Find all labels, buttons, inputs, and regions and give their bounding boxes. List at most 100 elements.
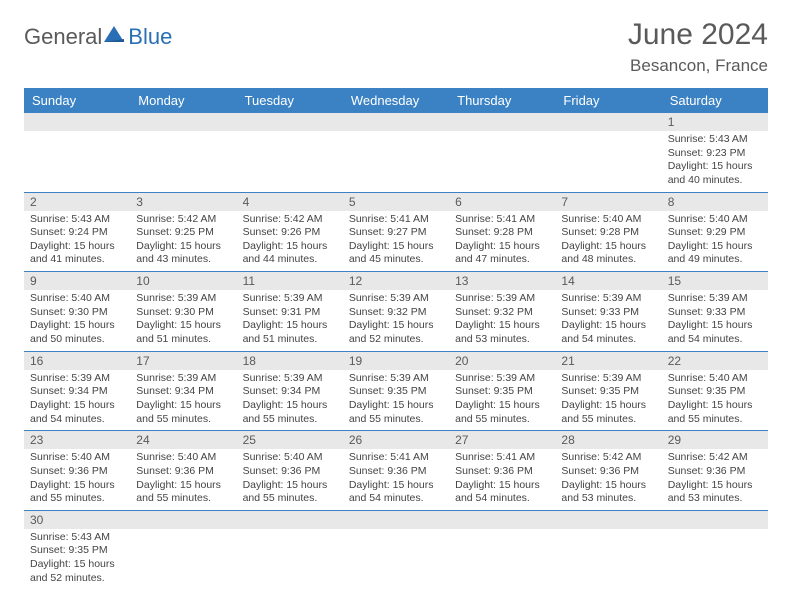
sunrise-line: Sunrise: 5:39 AM <box>561 292 655 306</box>
day-detail-cell: Sunrise: 5:40 AMSunset: 9:36 PMDaylight:… <box>237 449 343 510</box>
sunrise-line: Sunrise: 5:40 AM <box>668 372 762 386</box>
day-detail-cell: Sunrise: 5:40 AMSunset: 9:36 PMDaylight:… <box>24 449 130 510</box>
day-number-cell <box>449 113 555 131</box>
day-detail-cell <box>343 131 449 192</box>
sunset-line: Sunset: 9:36 PM <box>349 465 443 479</box>
sunrise-line: Sunrise: 5:41 AM <box>455 213 549 227</box>
day-detail-cell: Sunrise: 5:39 AMSunset: 9:35 PMDaylight:… <box>555 370 661 431</box>
daylight-line: Daylight: 15 hours and 53 minutes. <box>455 319 549 346</box>
sunset-line: Sunset: 9:35 PM <box>668 385 762 399</box>
sunrise-line: Sunrise: 5:41 AM <box>455 451 549 465</box>
sunrise-line: Sunrise: 5:40 AM <box>243 451 337 465</box>
daylight-line: Daylight: 15 hours and 54 minutes. <box>349 479 443 506</box>
day-number-cell: 28 <box>555 431 661 450</box>
daylight-line: Daylight: 15 hours and 51 minutes. <box>136 319 230 346</box>
day-detail-cell: Sunrise: 5:41 AMSunset: 9:28 PMDaylight:… <box>449 211 555 272</box>
day-number-cell <box>237 510 343 529</box>
sunset-line: Sunset: 9:32 PM <box>455 306 549 320</box>
detail-row: Sunrise: 5:40 AMSunset: 9:30 PMDaylight:… <box>24 290 768 351</box>
day-number-cell: 5 <box>343 192 449 211</box>
day-detail-cell: Sunrise: 5:43 AMSunset: 9:24 PMDaylight:… <box>24 211 130 272</box>
day-number-cell: 14 <box>555 272 661 291</box>
day-detail-cell: Sunrise: 5:39 AMSunset: 9:32 PMDaylight:… <box>449 290 555 351</box>
day-detail-cell: Sunrise: 5:43 AMSunset: 9:23 PMDaylight:… <box>662 131 768 192</box>
sunset-line: Sunset: 9:26 PM <box>243 226 337 240</box>
day-number-cell: 22 <box>662 351 768 370</box>
day-detail-cell <box>662 529 768 590</box>
day-detail-cell: Sunrise: 5:42 AMSunset: 9:26 PMDaylight:… <box>237 211 343 272</box>
day-detail-cell: Sunrise: 5:39 AMSunset: 9:35 PMDaylight:… <box>343 370 449 431</box>
daylight-line: Daylight: 15 hours and 44 minutes. <box>243 240 337 267</box>
sunset-line: Sunset: 9:35 PM <box>30 544 124 558</box>
daylight-line: Daylight: 15 hours and 51 minutes. <box>243 319 337 346</box>
sunrise-line: Sunrise: 5:41 AM <box>349 451 443 465</box>
sunset-line: Sunset: 9:36 PM <box>30 465 124 479</box>
daynum-row: 9101112131415 <box>24 272 768 291</box>
logo-text-general: General <box>24 24 102 50</box>
day-number-cell: 12 <box>343 272 449 291</box>
day-number-cell: 27 <box>449 431 555 450</box>
daylight-line: Daylight: 15 hours and 55 minutes. <box>243 479 337 506</box>
day-detail-cell <box>449 529 555 590</box>
day-number-cell <box>237 113 343 131</box>
daylight-line: Daylight: 15 hours and 52 minutes. <box>349 319 443 346</box>
day-number-cell: 7 <box>555 192 661 211</box>
day-number-cell: 15 <box>662 272 768 291</box>
day-detail-cell: Sunrise: 5:39 AMSunset: 9:33 PMDaylight:… <box>555 290 661 351</box>
day-detail-cell: Sunrise: 5:39 AMSunset: 9:34 PMDaylight:… <box>130 370 236 431</box>
daylight-line: Daylight: 15 hours and 53 minutes. <box>561 479 655 506</box>
sunrise-line: Sunrise: 5:42 AM <box>136 213 230 227</box>
day-number-cell: 6 <box>449 192 555 211</box>
sunset-line: Sunset: 9:36 PM <box>455 465 549 479</box>
day-number-cell: 19 <box>343 351 449 370</box>
day-number-cell: 13 <box>449 272 555 291</box>
day-number-cell <box>130 510 236 529</box>
sunrise-line: Sunrise: 5:42 AM <box>243 213 337 227</box>
sunset-line: Sunset: 9:35 PM <box>349 385 443 399</box>
detail-row: Sunrise: 5:43 AMSunset: 9:35 PMDaylight:… <box>24 529 768 590</box>
day-number-cell: 4 <box>237 192 343 211</box>
location-label: Besancon, France <box>628 56 768 76</box>
day-number-cell: 21 <box>555 351 661 370</box>
sunset-line: Sunset: 9:34 PM <box>30 385 124 399</box>
logo-text-blue: Blue <box>128 24 172 50</box>
sunset-line: Sunset: 9:33 PM <box>561 306 655 320</box>
sunrise-line: Sunrise: 5:43 AM <box>668 133 762 147</box>
day-detail-cell: Sunrise: 5:39 AMSunset: 9:34 PMDaylight:… <box>24 370 130 431</box>
sunset-line: Sunset: 9:32 PM <box>349 306 443 320</box>
day-number-cell <box>662 510 768 529</box>
day-number-cell <box>449 510 555 529</box>
sunrise-line: Sunrise: 5:39 AM <box>455 372 549 386</box>
day-detail-cell: Sunrise: 5:40 AMSunset: 9:35 PMDaylight:… <box>662 370 768 431</box>
daylight-line: Daylight: 15 hours and 54 minutes. <box>561 319 655 346</box>
sunset-line: Sunset: 9:34 PM <box>243 385 337 399</box>
day-number-cell: 10 <box>130 272 236 291</box>
day-number-cell: 30 <box>24 510 130 529</box>
daylight-line: Daylight: 15 hours and 45 minutes. <box>349 240 443 267</box>
daynum-row: 16171819202122 <box>24 351 768 370</box>
day-detail-cell: Sunrise: 5:39 AMSunset: 9:31 PMDaylight:… <box>237 290 343 351</box>
day-detail-cell: Sunrise: 5:41 AMSunset: 9:36 PMDaylight:… <box>343 449 449 510</box>
day-number-cell <box>130 113 236 131</box>
daynum-row: 1 <box>24 113 768 131</box>
daylight-line: Daylight: 15 hours and 49 minutes. <box>668 240 762 267</box>
weekday-header: Saturday <box>662 88 768 113</box>
month-title: June 2024 <box>628 18 768 52</box>
day-number-cell <box>24 113 130 131</box>
day-detail-cell <box>24 131 130 192</box>
day-number-cell: 29 <box>662 431 768 450</box>
day-number-cell: 26 <box>343 431 449 450</box>
logo: General Blue <box>24 18 172 50</box>
sunrise-line: Sunrise: 5:39 AM <box>349 292 443 306</box>
daylight-line: Daylight: 15 hours and 54 minutes. <box>30 399 124 426</box>
day-detail-cell <box>555 131 661 192</box>
weekday-header: Tuesday <box>237 88 343 113</box>
sunrise-line: Sunrise: 5:40 AM <box>668 213 762 227</box>
day-detail-cell: Sunrise: 5:40 AMSunset: 9:36 PMDaylight:… <box>130 449 236 510</box>
day-detail-cell: Sunrise: 5:40 AMSunset: 9:28 PMDaylight:… <box>555 211 661 272</box>
day-number-cell: 1 <box>662 113 768 131</box>
day-number-cell: 8 <box>662 192 768 211</box>
day-number-cell <box>343 113 449 131</box>
day-detail-cell <box>237 529 343 590</box>
sunrise-line: Sunrise: 5:41 AM <box>349 213 443 227</box>
